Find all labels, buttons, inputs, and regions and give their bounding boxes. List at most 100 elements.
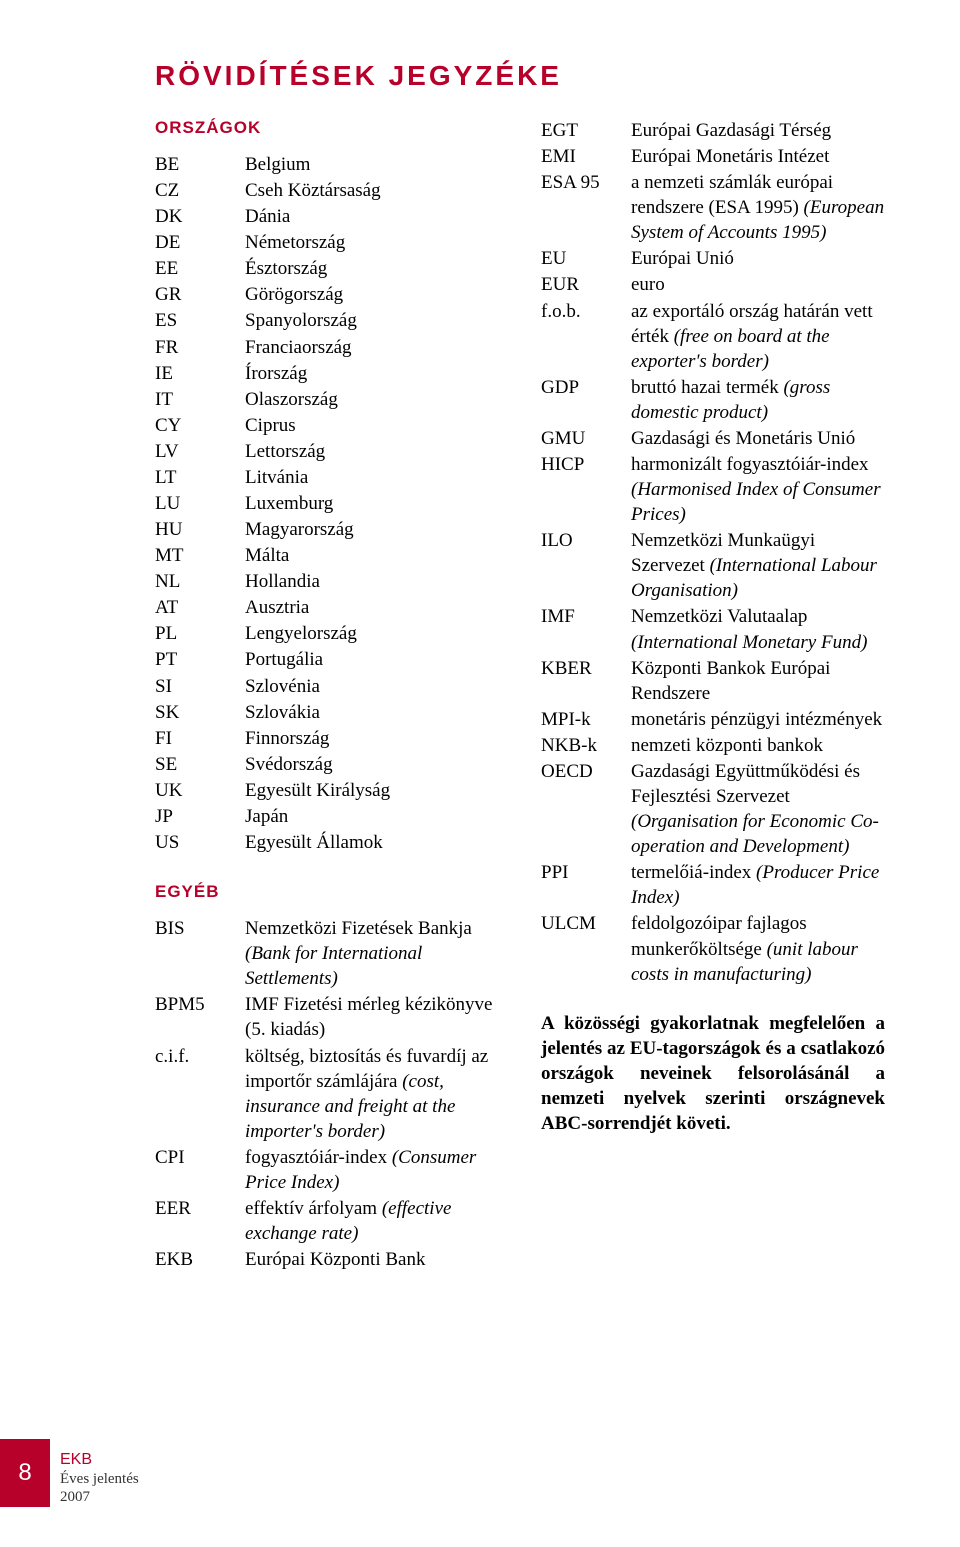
abbr-definition: fogyasztóiár-index (Consumer Price Index… — [245, 1145, 499, 1195]
abbr-definition: a nemzeti számlák európai rendszere (ESA… — [631, 170, 885, 245]
abbr-definition: Gazdasági Együttműködési és Fejlesztési … — [631, 759, 885, 859]
abbr-definition: euro — [631, 272, 885, 297]
abbr-definition: feldolgozóipar fajlagos munkerőköltsége … — [631, 911, 885, 986]
country-code: GR — [155, 282, 245, 307]
page-number: 8 — [0, 1439, 50, 1507]
country-code: UK — [155, 778, 245, 803]
country-name: Lettország — [245, 439, 499, 464]
abbr-entry: KBERKözponti Bankok Európai Rendszere — [541, 656, 885, 706]
abbr-entry: f.o.b.az exportáló ország határán vett é… — [541, 299, 885, 374]
abbr-definition: az exportáló ország határán vett érték (… — [631, 299, 885, 374]
abbr-definition: harmonizált fogyasztóiár-index (Harmonis… — [631, 452, 885, 527]
abbr-code: MPI-k — [541, 707, 631, 732]
country-entry: CZCseh Köztársaság — [155, 178, 499, 203]
country-code: BE — [155, 152, 245, 177]
closing-paragraph: A közösségi gyakorlatnak megfelelően a j… — [541, 1011, 885, 1136]
abbr-entry: NKB-knemzeti központi bankok — [541, 733, 885, 758]
abbr-definition: IMF Fizetési mérleg kézikönyve (5. kiadá… — [245, 992, 499, 1042]
abbr-definition: Európai Monetáris Intézet — [631, 144, 885, 169]
country-code: EE — [155, 256, 245, 281]
abbr-code: BPM5 — [155, 992, 245, 1042]
country-name: Németország — [245, 230, 499, 255]
footer-line1: EKB — [60, 1450, 139, 1470]
country-code: PL — [155, 621, 245, 646]
country-entry: JPJapán — [155, 804, 499, 829]
country-code: LU — [155, 491, 245, 516]
abbr-code: EUR — [541, 272, 631, 297]
country-entry: ATAusztria — [155, 595, 499, 620]
abbr-code: CPI — [155, 1145, 245, 1195]
abbr-code: NKB-k — [541, 733, 631, 758]
country-name: Szlovákia — [245, 700, 499, 725]
footer-line3: 2007 — [60, 1488, 139, 1507]
country-code: CZ — [155, 178, 245, 203]
abbr-code: GMU — [541, 426, 631, 451]
country-code: ES — [155, 308, 245, 333]
country-entry: USEgyesült Államok — [155, 830, 499, 855]
abbr-definition: bruttó hazai termék (gross domestic prod… — [631, 375, 885, 425]
country-code: PT — [155, 647, 245, 672]
country-name: Litvánia — [245, 465, 499, 490]
abbr-entry: ESA 95a nemzeti számlák európai rendszer… — [541, 170, 885, 245]
country-entry: IEÍrország — [155, 361, 499, 386]
countries-list: BEBelgiumCZCseh KöztársaságDKDániaDENéme… — [155, 152, 499, 855]
abbr-entry: BPM5IMF Fizetési mérleg kézikönyve (5. k… — [155, 992, 499, 1042]
abbr-entry: EUReuro — [541, 272, 885, 297]
abbr-entry: EEReffektív árfolyam (effective exchange… — [155, 1196, 499, 1246]
country-entry: LTLitvánia — [155, 465, 499, 490]
abbr-definition: termelőiá-index (Producer Price Index) — [631, 860, 885, 910]
abbr-definition: monetáris pénzügyi intézmények — [631, 707, 885, 732]
country-code: IE — [155, 361, 245, 386]
country-entry: PTPortugália — [155, 647, 499, 672]
country-entry: ITOlaszország — [155, 387, 499, 412]
countries-heading: ORSZÁGOK — [155, 118, 499, 138]
abbr-definition: Nemzetközi Valutaalap (International Mon… — [631, 604, 885, 654]
abbr-entry: OECDGazdasági Együttműködési és Fejleszt… — [541, 759, 885, 859]
abbr-definition: Nemzetközi Munkaügyi Szervezet (Internat… — [631, 528, 885, 603]
country-name: Cseh Köztársaság — [245, 178, 499, 203]
right-column: EGTEurópai Gazdasági TérségEMIEurópai Mo… — [541, 118, 885, 1273]
abbr-entry: EMIEurópai Monetáris Intézet — [541, 144, 885, 169]
country-code: SI — [155, 674, 245, 699]
country-code: LV — [155, 439, 245, 464]
left-column: ORSZÁGOK BEBelgiumCZCseh KöztársaságDKDá… — [155, 118, 499, 1273]
abbr-entry: EUEurópai Unió — [541, 246, 885, 271]
country-code: NL — [155, 569, 245, 594]
abbr-definition: nemzeti központi bankok — [631, 733, 885, 758]
country-entry: DKDánia — [155, 204, 499, 229]
abbr-code: c.i.f. — [155, 1044, 245, 1144]
country-code: JP — [155, 804, 245, 829]
country-entry: FRFranciaország — [155, 335, 499, 360]
country-entry: DENémetország — [155, 230, 499, 255]
country-name: Lengyelország — [245, 621, 499, 646]
country-entry: SESvédország — [155, 752, 499, 777]
country-entry: GRGörögország — [155, 282, 499, 307]
country-code: HU — [155, 517, 245, 542]
abbr-definition: effektív árfolyam (effective exchange ra… — [245, 1196, 499, 1246]
country-entry: SISzlovénia — [155, 674, 499, 699]
abbr-entry: EKBEurópai Központi Bank — [155, 1247, 499, 1272]
country-name: Egyesült Államok — [245, 830, 499, 855]
abbr-entry: HICPharmonizált fogyasztóiár-index (Harm… — [541, 452, 885, 527]
country-entry: NLHollandia — [155, 569, 499, 594]
country-name: Észtország — [245, 256, 499, 281]
country-entry: LVLettország — [155, 439, 499, 464]
page: RÖVIDÍTÉSEK JEGYZÉKE ORSZÁGOK BEBelgiumC… — [0, 0, 960, 1547]
abbr-definition: Európai Központi Bank — [245, 1247, 499, 1272]
abbr-entry: GDPbruttó hazai termék (gross domestic p… — [541, 375, 885, 425]
footer: 8 EKB Éves jelentés 2007 — [0, 1439, 139, 1507]
country-code: DE — [155, 230, 245, 255]
country-entry: FIFinnország — [155, 726, 499, 751]
country-name: Spanyolország — [245, 308, 499, 333]
abbr-definition: Gazdasági és Monetáris Unió — [631, 426, 885, 451]
abbr-entry: GMUGazdasági és Monetáris Unió — [541, 426, 885, 451]
country-code: SE — [155, 752, 245, 777]
abbr-code: ILO — [541, 528, 631, 603]
country-code: LT — [155, 465, 245, 490]
country-entry: ESSpanyolország — [155, 308, 499, 333]
country-name: Portugália — [245, 647, 499, 672]
country-code: FR — [155, 335, 245, 360]
abbr-code: IMF — [541, 604, 631, 654]
abbr-definition: Európai Gazdasági Térség — [631, 118, 885, 143]
abbr-entry: PPItermelőiá-index (Producer Price Index… — [541, 860, 885, 910]
